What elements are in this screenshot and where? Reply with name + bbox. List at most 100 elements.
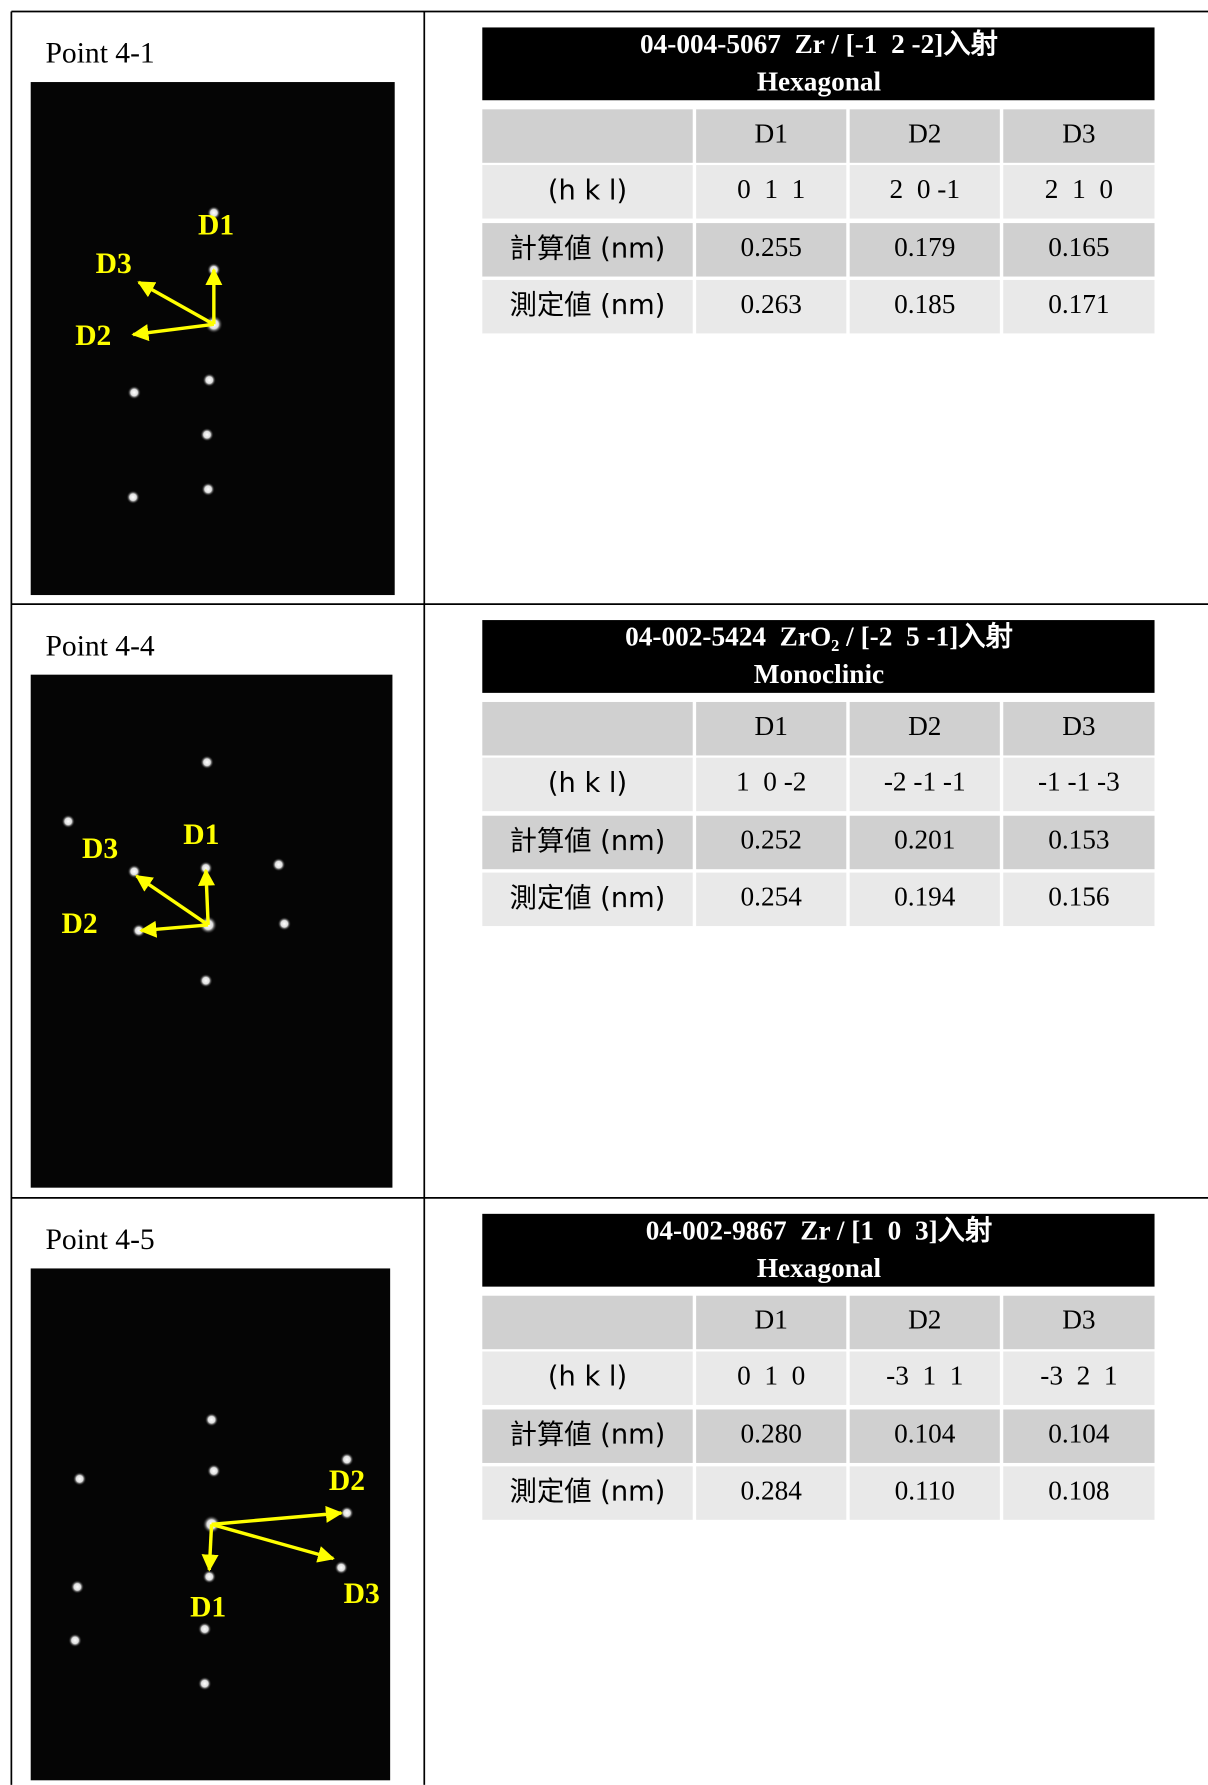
- image-label: D2: [62, 908, 98, 940]
- header-text: D3: [1062, 118, 1095, 148]
- header-text: D3: [1062, 1305, 1095, 1335]
- cell-text: 0.165: [1048, 232, 1109, 262]
- header-cell: [482, 1295, 693, 1350]
- header-cell: [849, 701, 1000, 756]
- header-text: D1: [755, 1305, 788, 1335]
- cell-text: 0.263: [741, 289, 802, 319]
- image-label: D3: [82, 833, 118, 865]
- table-cell: [849, 815, 1000, 870]
- cell-text: 0.254: [741, 882, 803, 912]
- image-label: D2: [329, 1465, 365, 1497]
- header-cell: [482, 701, 693, 756]
- header-cell: [849, 1295, 1000, 1350]
- cell-text: 0.110: [895, 1475, 955, 1505]
- table-subtitle: Monoclinic: [754, 659, 884, 689]
- table-cell: [482, 757, 693, 812]
- cell-text: 2 0 -1: [890, 174, 960, 204]
- cell-text: 0.104: [894, 1418, 956, 1448]
- arrow: [135, 874, 210, 927]
- table-cell: [1003, 1409, 1155, 1463]
- header-text: D1: [755, 711, 788, 741]
- spot: [68, 1633, 82, 1648]
- table-title-bg: [482, 620, 1155, 693]
- table-subtitle: Hexagonal: [757, 1253, 882, 1283]
- header-cell: [696, 701, 847, 756]
- table-cell: [849, 757, 1000, 812]
- spot: [202, 1569, 217, 1584]
- cell-text: -3 2 1: [1040, 1360, 1117, 1390]
- header-cell: [482, 109, 693, 163]
- table-cell: [849, 165, 1000, 219]
- cell-text: (h k l): [548, 768, 627, 799]
- spot: [72, 1472, 87, 1486]
- spot: [201, 482, 215, 497]
- point-label: Point 4-5: [45, 1224, 154, 1256]
- table-cell: [696, 223, 847, 277]
- table-cell: [1003, 165, 1155, 219]
- cell-text: 0.252: [741, 825, 802, 855]
- image-label: D3: [96, 248, 132, 280]
- header-cell: [1003, 109, 1155, 163]
- table-cell: [696, 1409, 847, 1463]
- table-cell: [696, 872, 847, 927]
- header-cell: [849, 109, 1000, 163]
- cell-text: 0 1 1: [737, 174, 805, 204]
- spot: [61, 814, 76, 829]
- table-cell: [849, 1351, 1000, 1405]
- table-cell: [696, 279, 847, 334]
- image-label: D1: [198, 209, 234, 241]
- spot: [204, 1412, 219, 1427]
- cell-text: -1 -1 -3: [1038, 767, 1120, 797]
- cell-text: 1 0 -2: [736, 767, 806, 797]
- cell-text: 0.179: [894, 232, 955, 262]
- cell-text: 0.201: [894, 825, 955, 855]
- header-text: D1: [755, 118, 788, 148]
- spot: [127, 385, 142, 400]
- table-cell: [849, 279, 1000, 334]
- arrow: [131, 322, 215, 342]
- spot: [197, 1676, 212, 1691]
- table-title: 04-002-5424 ZrO₂ / [-2 5 -1]入射: [625, 622, 1013, 652]
- table-title-bg: [482, 27, 1155, 101]
- cell-text: 0.171: [1048, 289, 1109, 319]
- table-cell: [1003, 1351, 1155, 1405]
- table-cell: [482, 1466, 693, 1520]
- spot: [200, 427, 214, 442]
- table-cell: [482, 872, 693, 927]
- cell-text: (h k l): [548, 1362, 627, 1393]
- table-cell: [1003, 1466, 1155, 1520]
- table-cell: [849, 872, 1000, 927]
- table-cell: [696, 757, 847, 812]
- table-cell: [482, 815, 693, 870]
- cell-text: 0.284: [741, 1475, 803, 1505]
- cell-text: 計算値 (nm): [510, 826, 666, 857]
- cell-text: 0.194: [894, 882, 956, 912]
- table-title: 04-002-9867 Zr / [1 0 3]入射: [646, 1215, 993, 1245]
- image-label: D3: [344, 1578, 380, 1610]
- table-cell: [849, 1466, 1000, 1520]
- cell-text: 0.156: [1048, 882, 1109, 912]
- cell-text: 0.104: [1048, 1418, 1110, 1448]
- header-text: D2: [908, 118, 941, 148]
- frame: [10, 10, 1208, 1785]
- header-text: D3: [1062, 711, 1095, 741]
- point-label: Point 4-4: [45, 630, 154, 662]
- table-cell: [696, 815, 847, 870]
- cell-text: 2 1 0: [1045, 174, 1113, 204]
- header-cell: [696, 1295, 847, 1350]
- spot: [70, 1580, 85, 1594]
- image-label: D1: [190, 1591, 226, 1623]
- header-cell: [696, 109, 847, 163]
- spot: [200, 755, 214, 770]
- cell-text: 計算値 (nm): [510, 233, 666, 264]
- cell-text: 0 1 0: [737, 1360, 805, 1390]
- table-title: 04-004-5067 Zr / [-1 2 -2]入射: [640, 29, 998, 59]
- arrow: [137, 280, 215, 326]
- spot: [334, 1560, 349, 1575]
- cell-text: -3 1 1: [886, 1360, 963, 1390]
- header-text: D2: [908, 1305, 941, 1335]
- table-cell: [482, 1409, 693, 1463]
- spot: [197, 1622, 212, 1636]
- spot: [202, 373, 217, 387]
